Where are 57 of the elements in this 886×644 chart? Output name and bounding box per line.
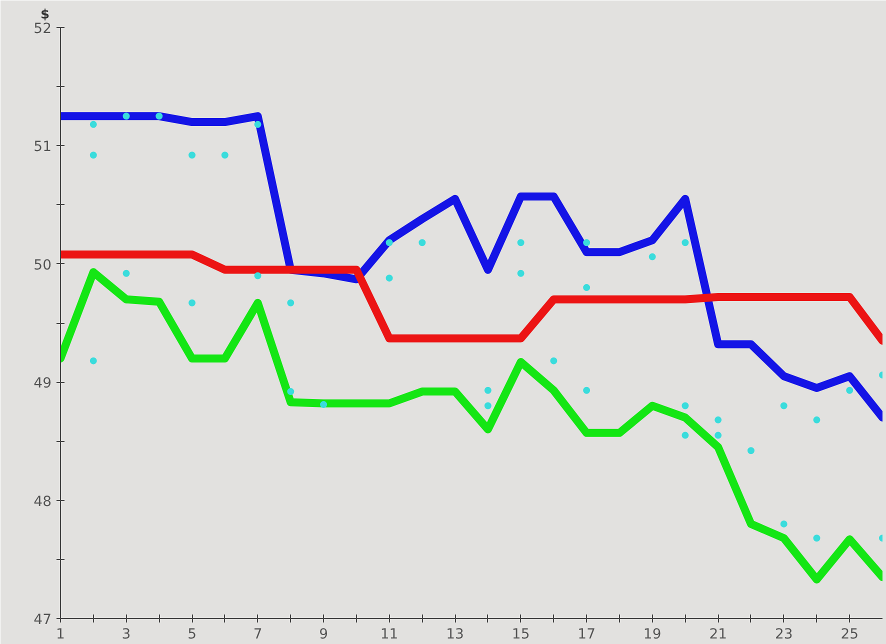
- x-tick-label: 13: [446, 626, 464, 642]
- point: [517, 239, 524, 246]
- point: [484, 386, 492, 394]
- point: [188, 299, 196, 306]
- x-tick-label: 7: [253, 626, 262, 642]
- point: [122, 112, 130, 120]
- point: [418, 239, 426, 246]
- point: [386, 274, 393, 282]
- point: [714, 432, 722, 439]
- point: [156, 112, 163, 120]
- point: [747, 447, 754, 454]
- point: [780, 520, 788, 528]
- x-tick-label: 17: [578, 626, 596, 642]
- point: [287, 388, 294, 396]
- point: [813, 416, 820, 424]
- point: [320, 401, 328, 408]
- x-tick-label: 19: [643, 626, 662, 642]
- point: [780, 402, 788, 410]
- point: [90, 152, 97, 159]
- x-tick-label: 1: [56, 626, 65, 642]
- x-tick-label: 3: [122, 626, 131, 642]
- x-tick-label: 5: [188, 626, 196, 642]
- point: [287, 299, 294, 306]
- point: [517, 270, 524, 277]
- point: [254, 120, 262, 128]
- point: [813, 534, 820, 542]
- point: [484, 402, 492, 410]
- y-axis-title: $: [40, 8, 50, 22]
- x-tick-label: 15: [512, 626, 530, 642]
- point: [550, 357, 558, 364]
- point: [583, 284, 590, 292]
- point: [90, 120, 97, 128]
- point: [386, 239, 393, 246]
- point: [682, 239, 689, 246]
- point: [583, 239, 590, 246]
- y-tick-label: 49: [34, 376, 52, 392]
- point: [648, 253, 656, 260]
- point: [846, 386, 854, 394]
- x-tick-label: 21: [709, 626, 728, 642]
- y-tick-label: 51: [34, 139, 52, 156]
- point: [583, 386, 590, 394]
- point: [682, 402, 689, 410]
- point: [90, 357, 97, 364]
- point: [682, 432, 689, 439]
- y-tick-label: 48: [34, 494, 52, 510]
- point: [714, 416, 722, 424]
- y-tick-label: 47: [34, 612, 52, 628]
- x-tick-label: 9: [319, 626, 328, 642]
- y-tick-label: 52: [34, 21, 52, 37]
- point: [254, 272, 262, 280]
- x-tick-label: 25: [840, 626, 859, 642]
- point: [188, 152, 196, 159]
- x-tick-label: 11: [380, 626, 398, 642]
- x-tick-label: 23: [774, 626, 793, 642]
- point: [122, 270, 130, 277]
- y-tick-label: 50: [34, 257, 52, 274]
- point: [221, 152, 228, 159]
